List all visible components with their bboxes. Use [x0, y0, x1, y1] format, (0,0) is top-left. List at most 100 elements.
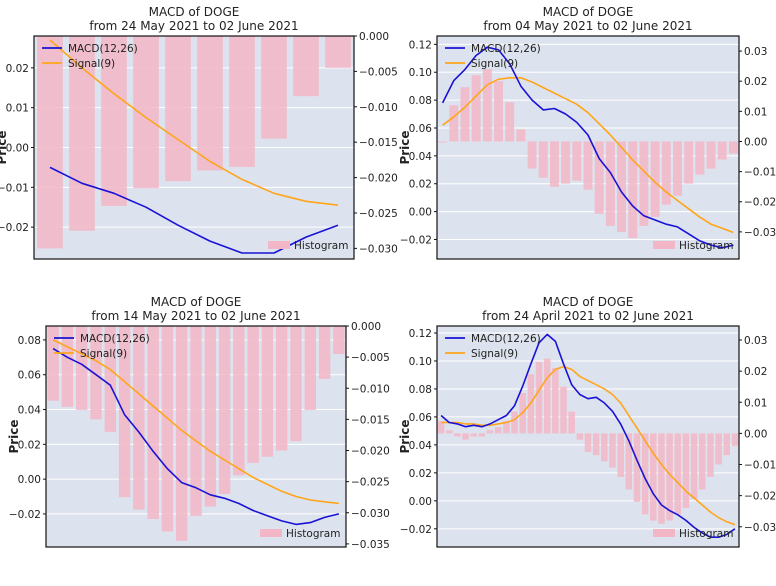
histogram-bar — [527, 141, 537, 169]
histogram-bar — [658, 433, 665, 524]
histogram-bar — [438, 141, 448, 143]
legend-histogram-label: Histogram — [679, 240, 733, 252]
histogram-bar — [261, 36, 287, 139]
right-tick-label: −0.015 — [351, 414, 390, 426]
histogram-bar — [549, 141, 559, 187]
left-tick-label: 0.06 — [409, 123, 433, 135]
histogram-bar — [494, 427, 502, 434]
histogram-bar — [572, 141, 582, 181]
right-tick-label: −0.005 — [359, 66, 398, 78]
right-tick-label: −0.025 — [351, 477, 390, 489]
left-tick-label: −0.01 — [0, 182, 29, 194]
histogram-bar — [690, 433, 698, 499]
histogram-bar — [470, 433, 477, 437]
left-tick-label: −0.02 — [400, 234, 432, 246]
histogram-bar — [437, 420, 445, 434]
right-tick-label: 0.00 — [744, 136, 767, 148]
histogram-bar — [511, 411, 518, 434]
right-tick-label: −0.03 — [744, 227, 776, 239]
legend-macd-label: MACD(12,26) — [68, 43, 138, 55]
histogram-bar — [247, 326, 259, 463]
legend-histogram-swatch — [260, 529, 282, 537]
chart-title: MACD of DOGE — [543, 5, 634, 19]
histogram-bar — [583, 141, 593, 190]
right-tick-label: −0.01 — [744, 460, 776, 472]
histogram-bar — [695, 141, 705, 175]
histogram-bar — [486, 430, 494, 434]
histogram-bar — [276, 326, 288, 451]
chart-subtitle: from 14 May 2021 to 02 June 2021 — [91, 309, 300, 323]
histogram-bar — [197, 36, 223, 171]
histogram-bar — [161, 326, 174, 532]
right-tick-label: −0.02 — [744, 491, 776, 503]
legend-histogram-label: Histogram — [286, 528, 340, 540]
histogram-bar — [728, 141, 738, 154]
y-axis-label: Price — [398, 419, 412, 453]
histogram-bar — [494, 81, 503, 142]
left-tick-label: 0.10 — [409, 67, 432, 79]
right-tick-label: 0.02 — [744, 366, 767, 378]
chart-subtitle: from 04 May 2021 to 02 June 2021 — [483, 19, 692, 33]
chart-title: MACD of DOGE — [151, 295, 242, 309]
legend-macd-label: MACD(12,26) — [80, 333, 150, 345]
right-tick-label: 0.000 — [359, 31, 389, 43]
right-tick-label: −0.03 — [744, 522, 776, 534]
y-axis-label: Price — [7, 419, 21, 453]
histogram-bar — [641, 433, 649, 515]
histogram-bar — [204, 326, 216, 507]
histogram-bar — [90, 326, 102, 420]
right-tick-label: 0.000 — [351, 321, 381, 333]
left-tick-label: 0.08 — [409, 95, 432, 107]
histogram-bar — [628, 141, 638, 238]
histogram-bar — [639, 141, 649, 226]
histogram-bar — [460, 87, 470, 142]
histogram-bar — [535, 361, 543, 434]
right-tick-label: 0.02 — [744, 76, 767, 88]
histogram-bar — [133, 326, 145, 510]
histogram-bar — [478, 433, 486, 437]
histogram-bar — [568, 411, 575, 434]
histogram-bar — [61, 326, 74, 407]
left-tick-label: 0.00 — [18, 474, 41, 486]
histogram-bar — [165, 36, 191, 182]
legend-signal-label: Signal(9) — [471, 58, 518, 70]
left-tick-label: 0.02 — [18, 439, 41, 451]
histogram-bar — [261, 326, 274, 457]
legend-macd-label: MACD(12,26) — [471, 43, 541, 55]
histogram-bar — [584, 433, 592, 453]
right-tick-label: −0.030 — [351, 508, 390, 520]
histogram-bar — [650, 433, 657, 521]
histogram-bar — [661, 141, 671, 205]
histogram-bar — [333, 326, 345, 355]
right-tick-label: 0.03 — [744, 335, 767, 347]
left-tick-label: 0.00 — [6, 143, 29, 155]
histogram-bar — [666, 433, 673, 521]
histogram-bar — [731, 433, 739, 446]
histogram-bar — [673, 141, 682, 196]
histogram-bar — [505, 102, 515, 142]
histogram-bar — [290, 326, 302, 442]
histogram-bar — [176, 326, 188, 541]
right-tick-label: 0.01 — [744, 397, 767, 409]
histogram-bar — [707, 433, 714, 477]
histogram-bar — [538, 141, 548, 178]
histogram-bar — [229, 36, 255, 167]
legend-histogram-label: Histogram — [679, 528, 733, 540]
histogram-bar — [617, 433, 624, 477]
left-tick-label: 0.08 — [18, 335, 41, 347]
histogram-bar — [516, 129, 526, 142]
right-tick-label: −0.01 — [744, 167, 776, 179]
histogram-bar — [576, 433, 584, 440]
signal-line — [49, 39, 339, 206]
right-tick-label: −0.025 — [359, 208, 398, 220]
right-tick-label: −0.020 — [359, 173, 398, 185]
histogram-bar — [482, 69, 492, 142]
left-tick-label: 0.12 — [409, 39, 432, 51]
left-tick-label: 0.06 — [18, 370, 42, 382]
y-axis-label: Price — [0, 130, 9, 164]
legend-histogram-swatch — [653, 241, 675, 249]
right-tick-label: 0.01 — [744, 106, 767, 118]
